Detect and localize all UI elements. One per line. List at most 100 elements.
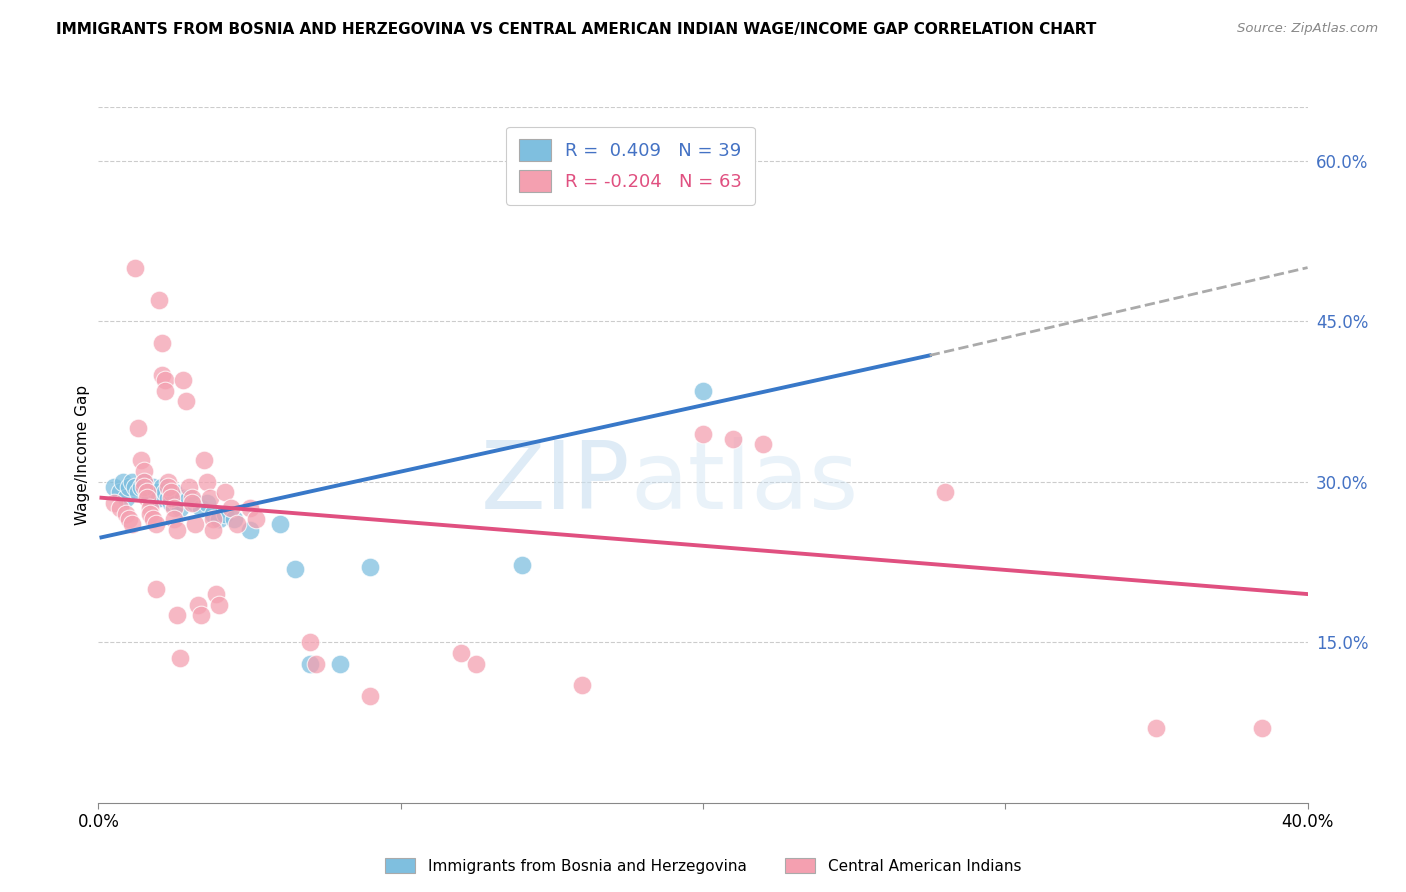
Point — [129, 453, 152, 467]
Point — [190, 608, 212, 623]
Point — [160, 485, 183, 500]
Point — [139, 507, 162, 521]
Point — [510, 558, 533, 573]
Point — [200, 491, 222, 505]
Point — [195, 496, 218, 510]
Point — [114, 491, 136, 505]
Point — [305, 657, 328, 671]
Point — [150, 480, 173, 494]
Point — [111, 475, 134, 489]
Point — [148, 293, 170, 307]
Point — [132, 475, 155, 489]
Point — [108, 485, 131, 500]
Point — [163, 501, 186, 516]
Point — [166, 608, 188, 623]
Point — [156, 480, 179, 494]
Point — [239, 523, 262, 537]
Point — [142, 512, 165, 526]
Point — [139, 491, 162, 505]
Point — [571, 678, 593, 692]
Point — [202, 507, 225, 521]
Point — [692, 384, 714, 398]
Point — [156, 491, 179, 505]
Text: Source: ZipAtlas.com: Source: ZipAtlas.com — [1237, 22, 1378, 36]
Point — [208, 512, 231, 526]
Point — [208, 598, 231, 612]
Point — [156, 475, 179, 489]
Point — [202, 523, 225, 537]
Point — [221, 501, 243, 516]
Point — [190, 501, 212, 516]
Point — [177, 480, 201, 494]
Point — [103, 480, 125, 494]
Y-axis label: Wage/Income Gap: Wage/Income Gap — [75, 384, 90, 525]
Point — [132, 464, 155, 478]
Point — [153, 373, 176, 387]
Point — [226, 517, 249, 532]
Point — [166, 523, 188, 537]
Point — [139, 501, 162, 516]
Point — [127, 485, 149, 500]
Point — [135, 491, 157, 505]
Point — [135, 485, 157, 500]
Point — [124, 260, 146, 275]
Point — [118, 480, 141, 494]
Point — [142, 480, 165, 494]
Point — [153, 485, 176, 500]
Point — [150, 335, 173, 350]
Point — [153, 384, 176, 398]
Point — [329, 657, 352, 671]
Point — [269, 517, 291, 532]
Point — [465, 657, 488, 671]
Point — [692, 426, 714, 441]
Point — [214, 485, 236, 500]
Point — [121, 517, 143, 532]
Text: ZIP: ZIP — [481, 437, 630, 529]
Text: IMMIGRANTS FROM BOSNIA AND HERZEGOVINA VS CENTRAL AMERICAN INDIAN WAGE/INCOME GA: IMMIGRANTS FROM BOSNIA AND HERZEGOVINA V… — [56, 22, 1097, 37]
Point — [114, 507, 136, 521]
Point — [160, 491, 183, 505]
Point — [132, 475, 155, 489]
Point — [169, 651, 191, 665]
Point — [239, 501, 262, 516]
Point — [1251, 721, 1274, 735]
Legend: Immigrants from Bosnia and Herzegovina, Central American Indians: Immigrants from Bosnia and Herzegovina, … — [378, 852, 1028, 880]
Point — [360, 689, 382, 703]
Point — [721, 432, 744, 446]
Point — [108, 501, 131, 516]
Point — [214, 507, 236, 521]
Point — [145, 485, 167, 500]
Point — [172, 373, 194, 387]
Point — [160, 496, 183, 510]
Point — [163, 512, 186, 526]
Point — [224, 512, 246, 526]
Point — [103, 496, 125, 510]
Point — [299, 635, 322, 649]
Point — [195, 475, 218, 489]
Point — [163, 485, 186, 500]
Point — [166, 496, 188, 510]
Point — [145, 582, 167, 596]
Point — [145, 517, 167, 532]
Point — [284, 562, 307, 576]
Point — [174, 394, 197, 409]
Point — [184, 517, 207, 532]
Point — [150, 368, 173, 382]
Point — [169, 501, 191, 516]
Point — [129, 480, 152, 494]
Point — [181, 491, 204, 505]
Point — [177, 491, 201, 505]
Text: atlas: atlas — [630, 437, 859, 529]
Point — [184, 496, 207, 510]
Point — [124, 480, 146, 494]
Point — [245, 512, 267, 526]
Point — [193, 453, 215, 467]
Point — [132, 480, 155, 494]
Point — [934, 485, 956, 500]
Point — [172, 491, 194, 505]
Point — [121, 475, 143, 489]
Point — [202, 512, 225, 526]
Legend: R =  0.409   N = 39, R = -0.204   N = 63: R = 0.409 N = 39, R = -0.204 N = 63 — [506, 127, 755, 205]
Point — [181, 496, 204, 510]
Point — [299, 657, 322, 671]
